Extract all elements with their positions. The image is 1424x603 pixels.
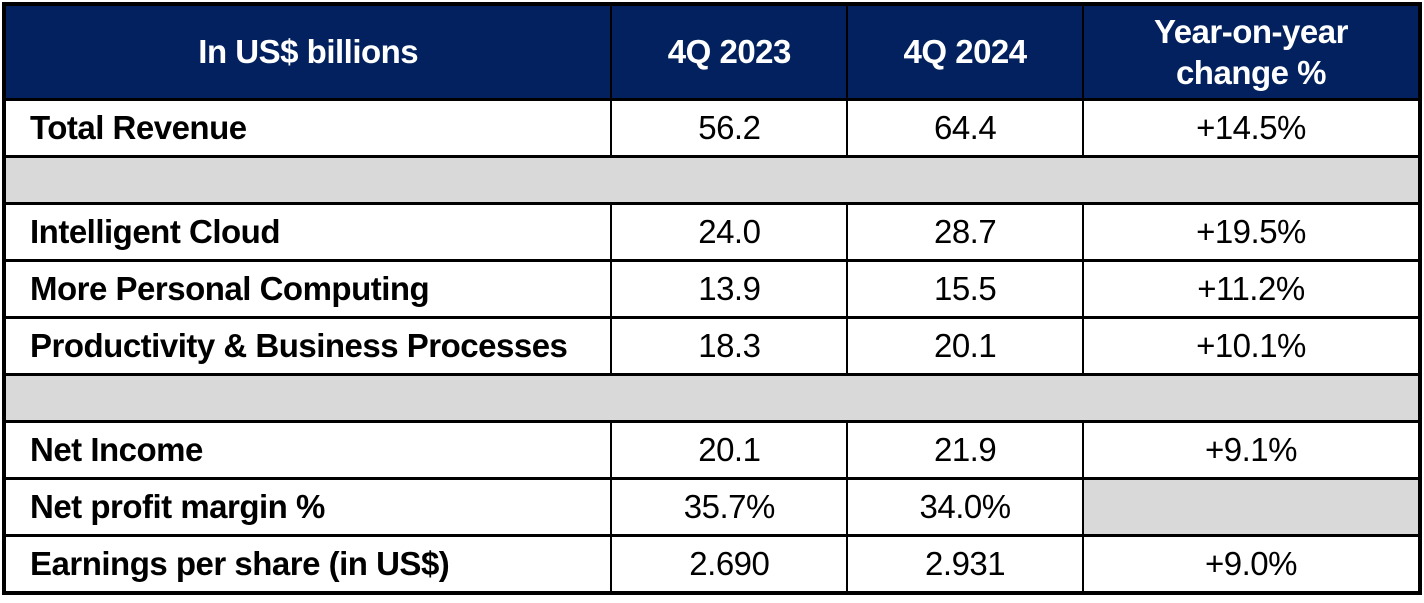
table-row-earnings-per-share: Earnings per share (in US$) 2.690 2.931 … (2, 534, 1422, 595)
table-row-more-personal-computing: More Personal Computing 13.9 15.5 +11.2% (2, 259, 1422, 319)
table-row-net-income: Net Income 20.1 21.9 +9.1% (2, 420, 1422, 480)
value-4q2024: 28.7 (846, 202, 1084, 262)
header-cell-metric: In US$ billions (2, 4, 613, 101)
value-4q2024: 15.5 (846, 259, 1084, 319)
value-4q2023: 20.1 (610, 420, 849, 480)
table-row-intelligent-cloud: Intelligent Cloud 24.0 28.7 +19.5% (2, 202, 1422, 262)
table-row-productivity-business-processes: Productivity & Business Processes 18.3 2… (2, 316, 1422, 376)
value-yoy: +10.1% (1081, 316, 1422, 376)
header-cell-yoy: Year-on-year change % (1081, 4, 1422, 101)
value-yoy: +9.0% (1081, 534, 1422, 595)
value-4q2024: 34.0% (846, 477, 1084, 537)
header-cell-4q2024: 4Q 2024 (846, 4, 1084, 101)
value-yoy: +9.1% (1081, 420, 1422, 480)
value-yoy-empty (1081, 477, 1422, 537)
spacer-band (4, 155, 1420, 205)
row-label: More Personal Computing (2, 259, 613, 319)
value-4q2023: 13.9 (610, 259, 849, 319)
header-row: In US$ billions 4Q 2023 4Q 2024 Year-on-… (2, 4, 1422, 101)
row-label: Net Income (2, 420, 613, 480)
value-yoy: +19.5% (1081, 202, 1422, 262)
value-4q2024: 21.9 (846, 420, 1084, 480)
value-4q2023: 2.690 (610, 534, 849, 595)
value-4q2024: 20.1 (846, 316, 1084, 376)
row-label: Net profit margin % (2, 477, 613, 537)
value-4q2023: 35.7% (610, 477, 849, 537)
spacer-band (4, 373, 1420, 423)
row-label: Intelligent Cloud (2, 202, 613, 262)
value-4q2024: 2.931 (846, 534, 1084, 595)
row-label: Earnings per share (in US$) (2, 534, 613, 595)
value-4q2023: 24.0 (610, 202, 849, 262)
header-yoy-line1: Year-on-year (1154, 12, 1348, 50)
value-4q2023: 56.2 (610, 98, 849, 158)
row-label: Total Revenue (2, 98, 613, 158)
spacer-row (4, 155, 1420, 205)
value-4q2023: 18.3 (610, 316, 849, 376)
header-cell-4q2023: 4Q 2023 (610, 4, 849, 101)
spacer-row (4, 373, 1420, 423)
value-yoy: +14.5% (1081, 98, 1422, 158)
header-yoy-line2: change % (1175, 54, 1327, 91)
table-row-total-revenue: Total Revenue 56.2 64.4 +14.5% (2, 98, 1422, 158)
value-yoy: +11.2% (1081, 259, 1422, 319)
table-row-net-profit-margin: Net profit margin % 35.7% 34.0% (2, 477, 1422, 537)
row-label: Productivity & Business Processes (2, 316, 613, 376)
value-4q2024: 64.4 (846, 98, 1084, 158)
